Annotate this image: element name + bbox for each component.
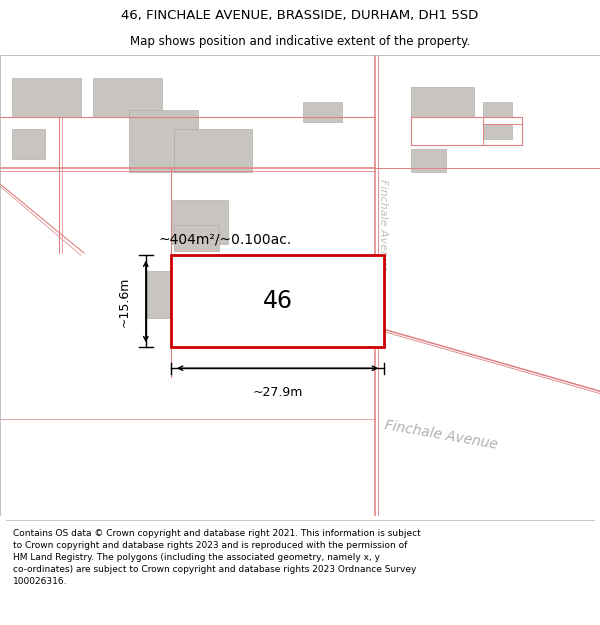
Text: Finchale Avenue: Finchale Avenue <box>383 418 499 452</box>
Text: 46, FINCHALE AVENUE, BRASSIDE, DURHAM, DH1 5SD: 46, FINCHALE AVENUE, BRASSIDE, DURHAM, D… <box>121 9 479 22</box>
Text: Finchale Avenue: Finchale Avenue <box>378 179 388 271</box>
Bar <box>147 271 186 318</box>
Bar <box>411 149 446 173</box>
Bar <box>171 200 228 244</box>
Text: ~15.6m: ~15.6m <box>118 276 131 327</box>
Text: ~27.9m: ~27.9m <box>253 386 302 399</box>
Bar <box>129 110 198 173</box>
Bar <box>171 256 384 348</box>
Bar <box>216 306 291 345</box>
Bar <box>411 88 474 117</box>
Bar <box>93 78 162 117</box>
Text: Contains OS data © Crown copyright and database right 2021. This information is : Contains OS data © Crown copyright and d… <box>13 529 421 586</box>
Bar <box>12 78 81 117</box>
Bar <box>12 129 45 159</box>
Bar <box>483 124 512 139</box>
Bar <box>483 102 512 117</box>
Text: 46: 46 <box>263 289 293 313</box>
Text: ~404m²/~0.100ac.: ~404m²/~0.100ac. <box>158 232 292 246</box>
Bar <box>174 226 219 251</box>
Bar <box>303 102 342 122</box>
Text: Map shows position and indicative extent of the property.: Map shows position and indicative extent… <box>130 35 470 48</box>
Bar <box>174 129 252 173</box>
